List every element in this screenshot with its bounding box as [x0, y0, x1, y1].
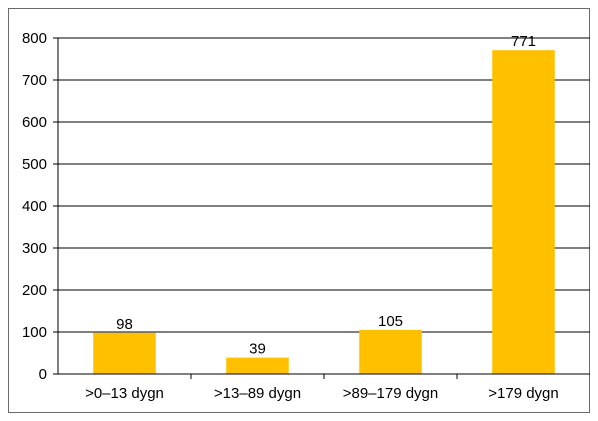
y-tick-label: 500: [22, 156, 47, 173]
bar: [359, 329, 422, 374]
x-tick-label: >0–13 dygn: [85, 385, 164, 402]
y-tick-label: 100: [22, 324, 47, 341]
y-tick-label: 300: [22, 240, 47, 257]
x-tick-labels: >0–13 dygn >13–89 dygn >89–179 dygn >179 dy…: [85, 385, 559, 402]
y-tick-label: 0: [39, 366, 47, 383]
y-tick-label: 600: [22, 114, 47, 131]
y-tick-label: 400: [22, 198, 47, 215]
data-labels: 98 39 105 771: [116, 33, 536, 357]
bar: [226, 357, 289, 374]
x-tick-label: >89–179 dygn: [343, 385, 439, 402]
data-label: 105: [378, 313, 403, 330]
y-tick-label: 800: [22, 30, 47, 47]
data-label: 771: [511, 33, 536, 50]
bars: [93, 50, 555, 375]
data-label: 39: [249, 341, 266, 358]
x-tick-label: >13–89 dygn: [214, 385, 301, 402]
y-tick-label: 700: [22, 72, 47, 89]
y-tick-label: 200: [22, 282, 47, 299]
data-label: 98: [116, 316, 133, 333]
bar: [93, 332, 156, 374]
x-tick-label: >179 dygn: [488, 385, 558, 402]
axes: [53, 37, 590, 379]
y-tick-labels: 0 100 200 300 400 500 600 700 800: [22, 30, 47, 383]
bar: [492, 50, 555, 375]
